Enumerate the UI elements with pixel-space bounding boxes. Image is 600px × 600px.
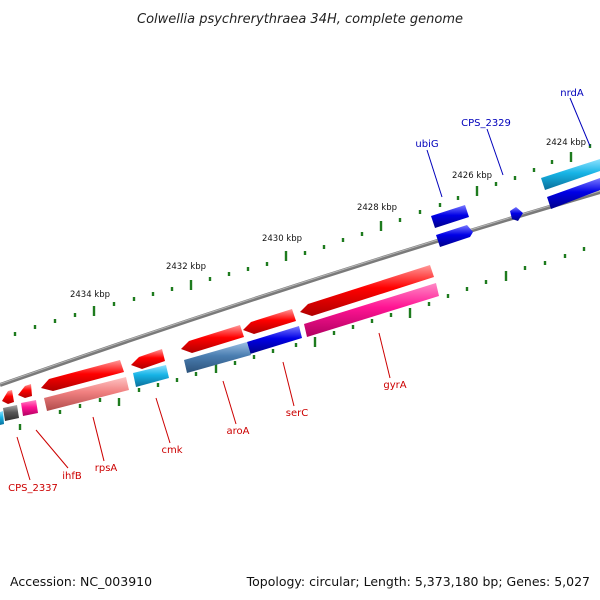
gene-label-cmk: cmk — [161, 445, 182, 456]
forward-strand-features — [2, 265, 434, 404]
gene-rpsA[interactable] — [44, 377, 129, 411]
gene-rpsA-cds[interactable] — [41, 360, 124, 391]
inner-ticks — [18, 247, 586, 430]
gene-gyrA-cds[interactable] — [300, 265, 434, 316]
gene-CPS_2329[interactable] — [510, 207, 523, 221]
gene-aroA[interactable] — [184, 342, 251, 373]
gene-nrdA-cyan[interactable] — [541, 159, 600, 190]
genome-summary-text: Topology: circular; Length: 5,373,180 bp… — [246, 574, 590, 589]
gene-nrdA-blue[interactable] — [547, 178, 600, 209]
gene-aroA-cds[interactable] — [181, 325, 244, 353]
gene-serC[interactable] — [247, 326, 302, 354]
gene-label-aroA: aroA — [227, 426, 250, 437]
gene-gyrA[interactable] — [304, 283, 439, 337]
scale-label-2430: 2430 kbp — [262, 234, 302, 244]
gene-ihfB-cds[interactable] — [18, 384, 32, 398]
scale-label-2426: 2426 kbp — [452, 171, 492, 181]
gene-label-ihfB: ihfB — [62, 471, 82, 482]
scale-ticks — [13, 144, 592, 336]
gene-CPS_2337[interactable] — [3, 405, 19, 421]
gene-ubiG-a[interactable] — [431, 205, 469, 228]
label-leaders — [16, 97, 591, 481]
gene-label-nrdA: nrdA — [560, 88, 584, 99]
reverse-strand-features — [0, 283, 439, 425]
gene-ubiG-b[interactable] — [436, 225, 473, 247]
scale-label-2434: 2434 kbp — [70, 290, 110, 300]
scale-label-2432: 2432 kbp — [166, 262, 206, 272]
gene-label-rpsA: rpsA — [95, 463, 118, 474]
accession-text: Accession: NC_003910 — [10, 574, 152, 589]
gene-edge-cyan[interactable] — [0, 411, 4, 425]
gene-label-serC: serC — [286, 408, 308, 419]
scale-label-2428: 2428 kbp — [357, 203, 397, 213]
gene-ihfB[interactable] — [21, 400, 38, 416]
gene-label-CPS_2337: CPS_2337 — [8, 483, 58, 494]
gene-cmk[interactable] — [133, 365, 169, 387]
gene-label-gyrA: gyrA — [383, 380, 406, 391]
gene-CPS_2337-cds[interactable] — [2, 390, 14, 404]
genome-backbone — [0, 190, 600, 387]
upper-right-features — [431, 159, 600, 247]
gene-cmk-cds[interactable] — [131, 349, 165, 369]
map-title: Colwellia psychrerythraea 34H, complete … — [137, 12, 463, 27]
gene-label-CPS_2329: CPS_2329 — [461, 118, 511, 129]
scale-label-2424: 2424 kbp — [546, 138, 586, 148]
gene-serC-cds[interactable] — [243, 309, 296, 334]
gene-label-ubiG: ubiG — [415, 139, 438, 150]
